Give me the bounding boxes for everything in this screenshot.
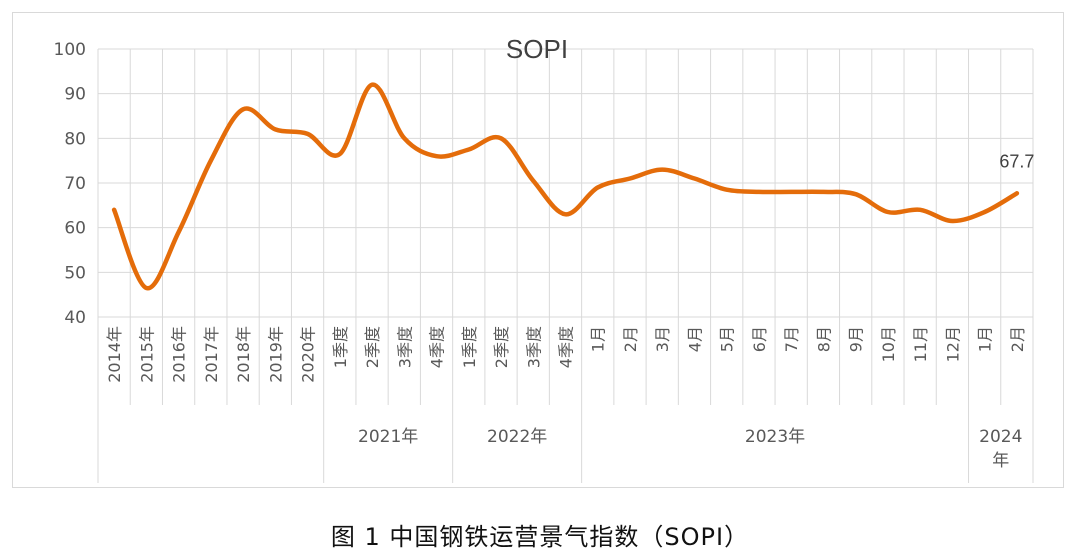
y-tick-label: 60 xyxy=(64,219,86,239)
x-tick-label: 1季度 xyxy=(460,326,479,368)
x-tick-label: 3季度 xyxy=(395,326,414,368)
x-tick-label: 2018年 xyxy=(234,326,253,383)
chart-frame xyxy=(12,12,1064,488)
y-tick-label: 70 xyxy=(64,174,86,194)
x-axis: 2014年 2015年 2016年 2017年 2018年 2019年 2020年 1季度 2季… xyxy=(105,326,1027,383)
x-tick-label: 2季度 xyxy=(363,326,382,368)
x-tick-label: 4季度 xyxy=(557,326,576,368)
x-tick-label: 1季度 xyxy=(331,326,350,368)
x-tick-label: 1月 xyxy=(976,326,995,352)
x-tick-label: 1月 xyxy=(589,326,608,352)
x-group-label-line: 2022年 xyxy=(487,427,547,447)
x-group-label: 2022年 xyxy=(487,427,547,447)
x-tick-label: 8月 xyxy=(814,326,833,352)
x-tick-label: 2016年 xyxy=(170,326,189,383)
x-group-label-line: 2024 xyxy=(979,427,1022,447)
x-tick-label: 2015年 xyxy=(137,326,156,383)
x-tick-label: 2014年 xyxy=(105,326,124,383)
x-tick-label: 2020年 xyxy=(299,326,318,383)
x-group-label: 2024 年 xyxy=(979,427,1022,471)
y-tick-label: 50 xyxy=(64,263,86,283)
x-tick-label: 4季度 xyxy=(428,326,447,368)
x-tick-label: 12月 xyxy=(943,326,962,362)
figure-caption: 图 1 中国钢铁运营景气指数（SOPI） xyxy=(330,523,750,551)
x-tick-label: 3月 xyxy=(653,326,672,352)
x-tick-label: 4月 xyxy=(685,326,704,352)
x-group-label-line: 年 xyxy=(992,451,1009,471)
x-tick-label: 5月 xyxy=(718,326,737,352)
x-axis-groups: 2021年 2022年 2023年 2024 年 xyxy=(358,427,1022,471)
x-tick-label: 10月 xyxy=(879,326,898,362)
x-tick-label: 11月 xyxy=(911,326,930,362)
y-axis: 40 50 60 70 80 90 100 xyxy=(54,40,86,328)
series-layer: 67.7 xyxy=(111,82,1034,291)
x-tick-label: 2019年 xyxy=(266,326,285,383)
x-tick-label: 2季度 xyxy=(492,326,511,368)
y-tick-label: 90 xyxy=(64,85,86,105)
chart-title: SOPI xyxy=(506,34,568,64)
x-group-label-line: 2021年 xyxy=(358,427,418,447)
x-group-label: 2021年 xyxy=(358,427,418,447)
data-label: 67.7 xyxy=(999,151,1034,171)
sopi-line-chart: 40 50 60 70 80 90 100 2014年 2015年 2016年 2017年 2018… xyxy=(54,34,1034,483)
y-tick-label: 100 xyxy=(54,40,86,60)
x-group-label-line: 2023年 xyxy=(745,427,805,447)
x-tick-label: 2017年 xyxy=(202,326,221,383)
y-tick-label: 40 xyxy=(64,308,86,328)
x-tick-label: 2月 xyxy=(621,326,640,352)
series-line xyxy=(111,82,1020,291)
y-tick-label: 80 xyxy=(64,129,86,149)
x-tick-label: 7月 xyxy=(782,326,801,352)
x-tick-label: 3季度 xyxy=(524,326,543,368)
x-tick-label: 6月 xyxy=(750,326,769,352)
x-group-label: 2023年 xyxy=(745,427,805,447)
x-tick-label: 9月 xyxy=(847,326,866,352)
x-tick-label: 2月 xyxy=(1008,326,1027,352)
